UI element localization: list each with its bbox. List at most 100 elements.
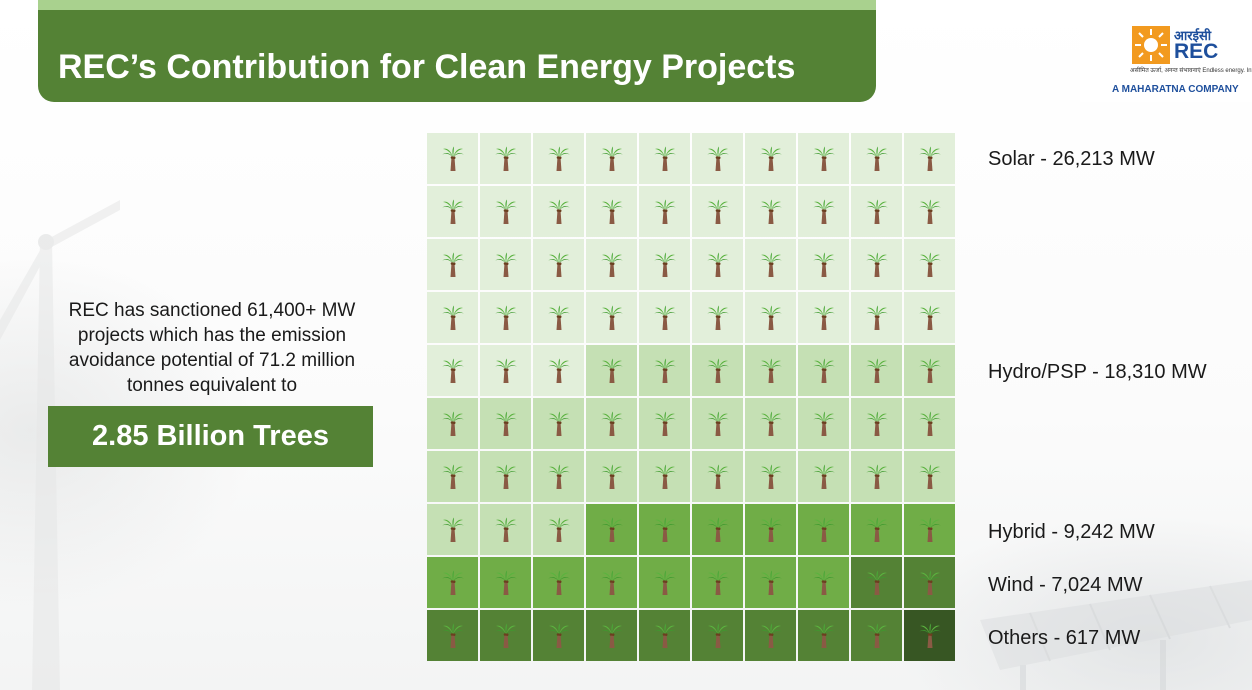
waffle-cell-hydro xyxy=(427,451,478,502)
palm-tree-icon xyxy=(866,623,888,648)
palm-tree-icon xyxy=(654,623,676,648)
waffle-cell-wind xyxy=(533,610,584,661)
palm-tree-icon xyxy=(495,517,517,542)
palm-tree-icon xyxy=(813,623,835,648)
legend-wind: Wind - 7,024 MW xyxy=(988,574,1143,596)
palm-tree-icon xyxy=(495,305,517,330)
waffle-cell-solar xyxy=(692,292,743,343)
page-title: REC’s Contribution for Clean Energy Proj… xyxy=(58,48,796,86)
palm-tree-icon xyxy=(495,623,517,648)
palm-tree-icon xyxy=(442,146,464,171)
waffle-cell-hydro xyxy=(586,451,637,502)
legend-hybrid: Hybrid - 9,242 MW xyxy=(988,521,1155,543)
waffle-cell-solar xyxy=(480,133,531,184)
waffle-cell-hydro xyxy=(798,451,849,502)
waffle-cell-wind xyxy=(427,610,478,661)
waffle-cell-solar xyxy=(692,186,743,237)
palm-tree-icon xyxy=(548,517,570,542)
palm-tree-icon xyxy=(601,517,623,542)
palm-tree-icon xyxy=(654,146,676,171)
trees-equivalent-highlight: 2.85 Billion Trees xyxy=(48,406,373,467)
waffle-cell-hybrid xyxy=(586,557,637,608)
waffle-cell-solar xyxy=(851,133,902,184)
palm-tree-icon xyxy=(760,517,782,542)
palm-tree-icon xyxy=(548,252,570,277)
palm-tree-icon xyxy=(442,517,464,542)
waffle-cell-solar xyxy=(586,292,637,343)
palm-tree-icon xyxy=(548,146,570,171)
palm-tree-icon xyxy=(707,305,729,330)
palm-tree-icon xyxy=(866,358,888,383)
palm-tree-icon xyxy=(548,411,570,436)
waffle-cell-hydro xyxy=(851,451,902,502)
waffle-cell-hydro xyxy=(639,398,690,449)
palm-tree-icon xyxy=(601,199,623,224)
waffle-cell-hybrid xyxy=(427,557,478,608)
waffle-cell-solar xyxy=(427,133,478,184)
sun-logo-icon xyxy=(1132,26,1170,64)
palm-tree-icon xyxy=(707,570,729,595)
palm-tree-icon xyxy=(760,146,782,171)
palm-tree-icon xyxy=(866,305,888,330)
waffle-cell-solar xyxy=(480,239,531,290)
palm-tree-icon xyxy=(866,146,888,171)
waffle-cell-hydro xyxy=(745,345,796,396)
waffle-cell-hydro xyxy=(851,398,902,449)
waffle-cell-wind xyxy=(904,557,955,608)
logo-hindi-name: आरईसी xyxy=(1174,28,1212,43)
palm-tree-icon xyxy=(866,411,888,436)
palm-tree-icon xyxy=(760,623,782,648)
summary-description: REC has sanctioned 61,400+ MW projects w… xyxy=(68,300,356,396)
palm-tree-icon xyxy=(707,517,729,542)
waffle-cell-solar xyxy=(427,239,478,290)
palm-tree-icon xyxy=(707,252,729,277)
waffle-cell-wind xyxy=(480,610,531,661)
palm-tree-icon xyxy=(495,464,517,489)
title-banner: REC’s Contribution for Clean Energy Proj… xyxy=(38,0,876,102)
palm-tree-icon xyxy=(919,464,941,489)
palm-tree-icon xyxy=(548,305,570,330)
palm-tree-icon xyxy=(813,199,835,224)
waffle-cell-hybrid xyxy=(798,504,849,555)
waffle-cell-solar xyxy=(533,345,584,396)
legend-others: Others - 617 MW xyxy=(988,627,1141,649)
palm-tree-icon xyxy=(654,199,676,224)
palm-tree-icon xyxy=(919,252,941,277)
waffle-cell-hydro xyxy=(904,451,955,502)
palm-tree-icon xyxy=(707,464,729,489)
palm-tree-icon xyxy=(442,570,464,595)
waffle-cell-hydro xyxy=(639,451,690,502)
waffle-cell-solar xyxy=(586,239,637,290)
waffle-cell-hydro xyxy=(798,345,849,396)
palm-tree-icon xyxy=(654,570,676,595)
waffle-cell-solar xyxy=(798,186,849,237)
palm-tree-icon xyxy=(601,411,623,436)
palm-tree-icon xyxy=(813,146,835,171)
waffle-cell-hydro xyxy=(692,451,743,502)
waffle-cell-hydro xyxy=(745,398,796,449)
palm-tree-icon xyxy=(919,411,941,436)
palm-tree-icon xyxy=(813,464,835,489)
waffle-cell-hybrid xyxy=(798,557,849,608)
waffle-cell-wind xyxy=(745,610,796,661)
palm-tree-icon xyxy=(760,305,782,330)
palm-tree-icon xyxy=(760,411,782,436)
palm-tree-icon xyxy=(442,411,464,436)
waffle-cell-hybrid xyxy=(904,504,955,555)
waffle-cell-solar xyxy=(851,186,902,237)
palm-tree-icon xyxy=(707,358,729,383)
palm-tree-icon xyxy=(442,623,464,648)
palm-tree-icon xyxy=(919,623,941,648)
waffle-cell-solar xyxy=(745,133,796,184)
waffle-cell-solar xyxy=(692,133,743,184)
palm-tree-icon xyxy=(760,358,782,383)
waffle-cell-solar xyxy=(533,186,584,237)
palm-tree-icon xyxy=(760,199,782,224)
waffle-cell-hydro xyxy=(639,345,690,396)
palm-tree-icon xyxy=(601,464,623,489)
waffle-cell-wind xyxy=(586,610,637,661)
waffle-cell-hydro xyxy=(586,398,637,449)
waffle-cell-hydro xyxy=(427,398,478,449)
palm-tree-icon xyxy=(548,199,570,224)
palm-tree-icon xyxy=(866,464,888,489)
